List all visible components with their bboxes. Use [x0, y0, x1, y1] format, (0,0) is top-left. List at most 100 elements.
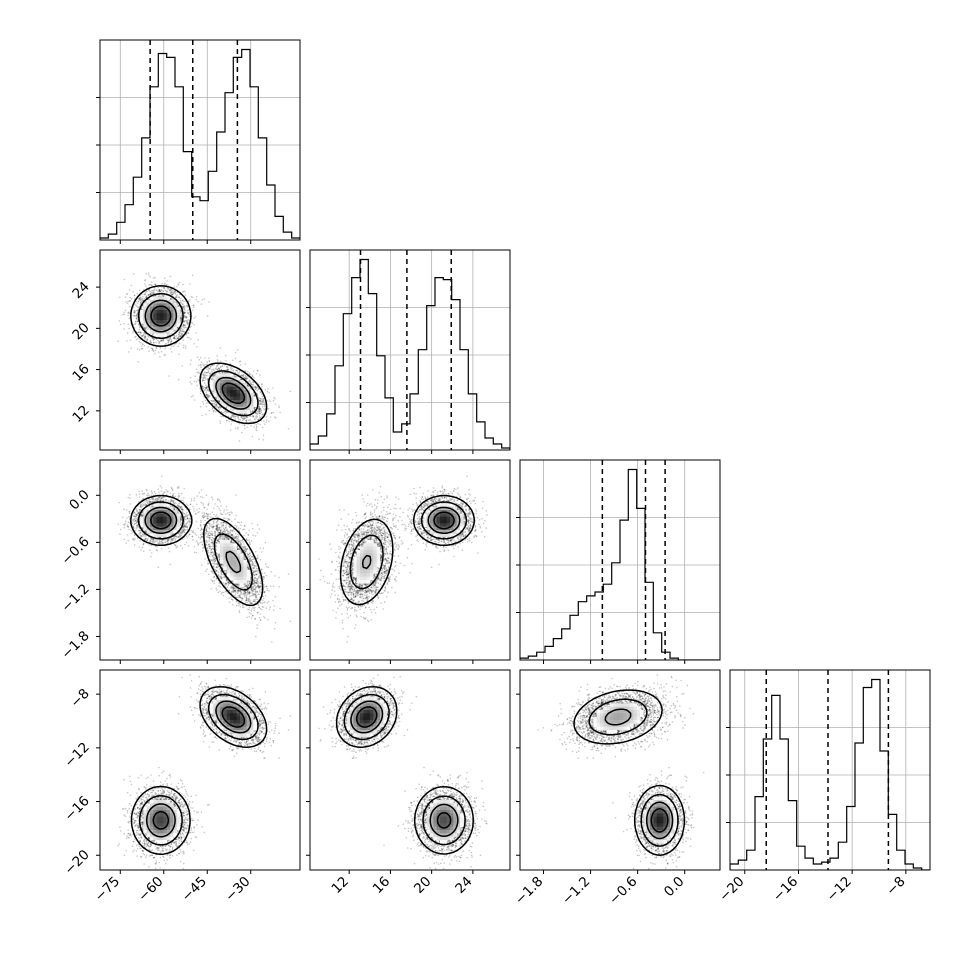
sample-point — [202, 364, 205, 367]
sample-point — [245, 378, 248, 381]
sample-point — [163, 287, 166, 290]
sample-point — [152, 349, 155, 351]
sample-point — [215, 404, 218, 406]
sample-point — [214, 404, 217, 406]
sample-point — [133, 314, 136, 317]
sample-point — [187, 323, 189, 326]
sample-point — [257, 412, 259, 414]
sample-point — [195, 295, 198, 298]
sample-point — [212, 368, 215, 371]
sample-point — [186, 312, 189, 314]
sample-point — [178, 335, 181, 337]
sample-point — [184, 290, 186, 293]
sample-point — [260, 397, 262, 400]
sample-point — [206, 394, 208, 396]
sample-point — [167, 339, 169, 342]
sample-point — [206, 380, 209, 382]
sample-point — [268, 392, 270, 394]
sample-point — [266, 390, 269, 393]
sample-point — [255, 428, 257, 431]
sample-point — [127, 351, 130, 353]
sample-point — [202, 374, 205, 376]
sample-point — [154, 276, 156, 279]
sample-point — [218, 367, 220, 370]
sample-point — [141, 335, 144, 337]
sample-point — [180, 310, 182, 313]
sample-point — [177, 338, 179, 340]
sample-point — [150, 341, 152, 344]
sample-point — [203, 371, 206, 373]
sample-point — [123, 322, 125, 325]
sample-point — [138, 289, 141, 292]
sample-point — [133, 310, 135, 312]
sample-point — [259, 399, 262, 402]
sample-point — [217, 360, 219, 363]
sample-point — [227, 369, 229, 372]
sample-point — [242, 374, 244, 377]
sample-point — [143, 298, 146, 300]
sample-point — [183, 324, 185, 327]
sample-point — [129, 300, 131, 302]
sample-point — [206, 402, 208, 404]
sample-point — [149, 339, 151, 342]
sample-point — [211, 407, 214, 409]
sample-point — [251, 415, 254, 417]
panel-0-0 — [96, 39, 301, 244]
sample-point — [237, 418, 240, 421]
sample-point — [137, 301, 140, 303]
sample-point — [245, 377, 248, 380]
sample-point — [170, 339, 173, 341]
sample-point — [205, 405, 208, 408]
sample-point — [169, 275, 172, 278]
sample-point — [130, 347, 132, 350]
sample-point — [181, 305, 184, 308]
sample-point — [202, 372, 204, 374]
sample-point — [162, 295, 164, 297]
sample-point — [240, 416, 243, 419]
sample-point — [143, 336, 146, 338]
sample-point — [135, 318, 138, 320]
sample-point — [251, 374, 253, 376]
sample-point — [244, 413, 246, 416]
sample-point — [159, 347, 162, 349]
sample-point — [212, 410, 215, 412]
sample-point — [177, 284, 180, 286]
sample-point — [218, 408, 221, 411]
sample-point — [262, 399, 264, 402]
sample-point — [246, 416, 248, 419]
sample-point — [264, 402, 266, 404]
sample-point — [170, 340, 173, 343]
sample-point — [189, 283, 191, 285]
sample-point — [145, 296, 148, 299]
sample-point — [216, 359, 219, 361]
sample-point — [180, 314, 182, 317]
sample-point — [256, 392, 258, 395]
sample-point — [245, 413, 248, 416]
sample-point — [167, 341, 170, 343]
sample-point — [180, 333, 182, 335]
sample-point — [148, 293, 150, 296]
sample-point — [146, 290, 148, 293]
sample-point — [234, 351, 237, 354]
sample-point — [164, 289, 167, 292]
sample-point — [233, 415, 236, 418]
sample-point — [214, 401, 216, 404]
panel-plot-area — [117, 272, 292, 442]
sample-point — [216, 368, 218, 371]
sample-point — [133, 294, 136, 297]
sample-point — [211, 378, 213, 380]
sample-point — [155, 346, 158, 348]
sample-point — [243, 377, 245, 379]
sample-point — [178, 353, 180, 356]
sample-point — [134, 310, 137, 313]
sample-point — [213, 374, 215, 376]
sample-point — [183, 311, 186, 314]
sample-point — [125, 293, 128, 295]
sample-point — [219, 420, 221, 422]
sample-point — [155, 341, 157, 344]
sample-point — [139, 298, 141, 300]
sample-point — [205, 387, 207, 389]
sample-point — [150, 293, 152, 295]
sample-point — [211, 377, 213, 379]
